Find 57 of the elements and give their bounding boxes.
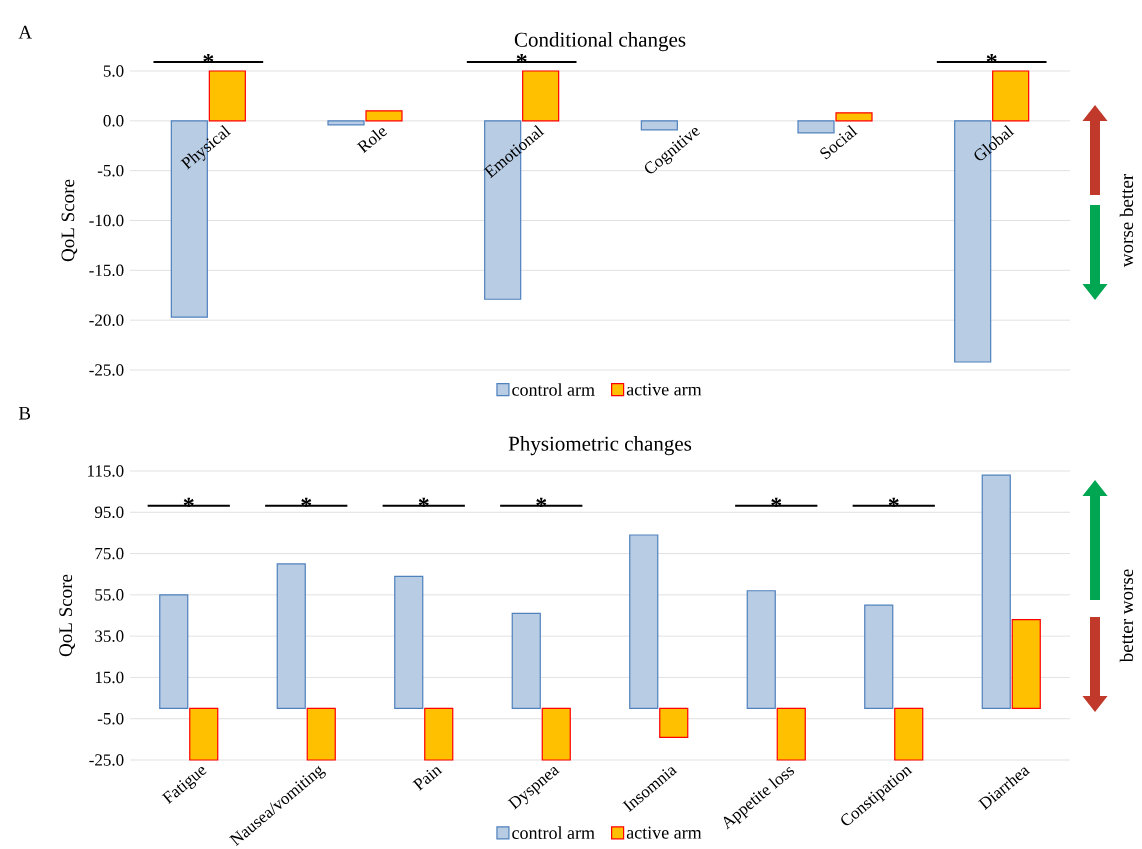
y-tick-label: -5.0	[97, 712, 124, 725]
x-tick-label: Role	[356, 128, 387, 154]
annotation: *	[536, 497, 547, 507]
bar	[208, 70, 246, 122]
bar	[659, 707, 689, 738]
bar	[511, 612, 541, 709]
y-axis-title: QoL Score	[61, 179, 78, 262]
x-tick-label: Pain	[412, 767, 443, 791]
annotation: *	[183, 497, 194, 507]
text: worse better	[1119, 173, 1134, 268]
bar	[992, 70, 1030, 122]
legend-label: active arm	[626, 383, 702, 396]
bar	[189, 707, 219, 761]
bar	[746, 590, 776, 709]
bar	[835, 112, 873, 122]
bar	[306, 707, 336, 761]
bar	[864, 604, 894, 709]
bar	[276, 563, 306, 709]
y-tick-label: -20.0	[89, 314, 124, 326]
bar	[894, 707, 924, 761]
bar	[541, 707, 571, 761]
bar	[424, 707, 454, 761]
chart-title: Conditional changes	[514, 32, 686, 52]
text: better worse	[1119, 569, 1134, 663]
y-tick-label: 115.0	[88, 465, 124, 477]
bar	[776, 707, 806, 761]
y-tick-label: -10.0	[89, 214, 124, 227]
annotation: *	[888, 497, 899, 507]
bar	[327, 120, 365, 126]
bar	[365, 110, 403, 122]
y-tick-label: -5.0	[97, 164, 124, 177]
y-tick-label: -15.0	[89, 264, 124, 277]
bar	[522, 70, 560, 122]
y-tick-label: 0.0	[103, 115, 124, 127]
y-tick-label: -25.0	[89, 364, 124, 376]
bar	[1011, 619, 1041, 709]
bar	[981, 474, 1011, 709]
annotation: *	[418, 497, 429, 507]
annotation: *	[301, 497, 312, 507]
legend-label: control arm	[512, 826, 595, 839]
y-tick-label: 15.0	[95, 671, 124, 684]
y-tick-label: 95.0	[94, 506, 124, 519]
chart-title: Physiometric changes	[508, 436, 692, 456]
bar	[159, 594, 189, 709]
y-axis-title: QoL Score	[59, 574, 75, 657]
y-tick-label: 75.0	[95, 547, 124, 560]
bar	[394, 575, 424, 709]
text: B	[18, 406, 31, 420]
legend-label: control arm	[512, 383, 595, 396]
annotation: *	[771, 497, 782, 507]
y-tick-label: 35.0	[95, 630, 124, 642]
y-tick-label: 5.0	[103, 65, 124, 77]
y-tick-label: 55.0	[95, 589, 124, 601]
bar	[629, 534, 659, 709]
legend-label: active arm	[626, 826, 702, 839]
text: A	[18, 25, 32, 39]
y-tick-label: -25.0	[89, 754, 124, 766]
